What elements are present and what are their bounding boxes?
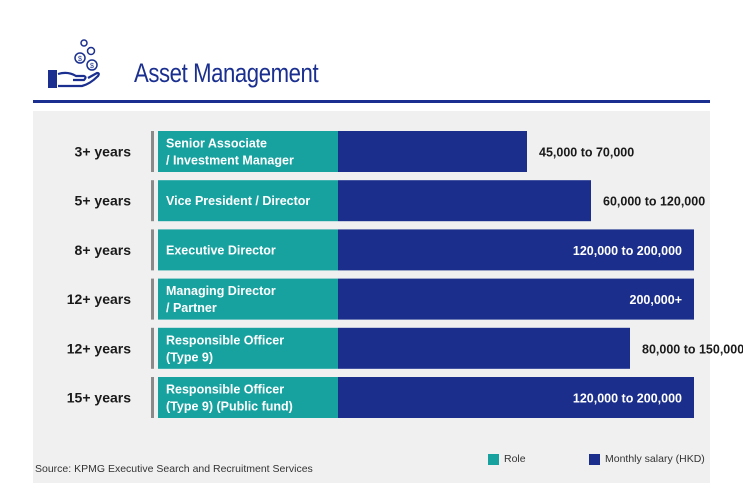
role-bar xyxy=(158,180,338,222)
legend-role-label: Role xyxy=(504,453,526,465)
legend-salary-swatch xyxy=(589,453,600,465)
svg-text:$: $ xyxy=(78,56,82,63)
experience-label: 12+ years xyxy=(67,340,131,356)
salary-bar xyxy=(338,327,630,369)
legend-salary: Monthly salary (HKD) xyxy=(589,453,705,465)
experience-label: 3+ years xyxy=(75,144,132,160)
salary-bar xyxy=(338,377,694,418)
row-marker xyxy=(151,278,154,320)
legend-role: Role xyxy=(488,453,526,465)
role-bar xyxy=(158,131,338,172)
role-label: Managing Director xyxy=(166,284,276,298)
salary-label: 200,000+ xyxy=(630,293,682,307)
page-title: Asset Management xyxy=(134,58,319,88)
row-marker xyxy=(151,180,154,222)
salary-label: 60,000 to 120,000 xyxy=(603,195,705,209)
salary-label: 120,000 to 200,000 xyxy=(573,244,682,258)
salary-label: 80,000 to 150,000 xyxy=(642,342,743,356)
salary-label: 45,000 to 70,000 xyxy=(539,146,634,160)
salary-label: 120,000 to 200,000 xyxy=(573,392,682,406)
legend-salary-label: Monthly salary (HKD) xyxy=(605,453,705,465)
source-note: Source: KPMG Executive Search and Recrui… xyxy=(35,463,313,475)
role-bar xyxy=(158,327,338,369)
role-label: Executive Director xyxy=(166,243,276,257)
row-marker xyxy=(151,377,154,418)
role-label: / Partner xyxy=(166,301,217,315)
role-label: Responsible Officer xyxy=(166,383,284,397)
role-label: Vice President / Director xyxy=(166,194,310,208)
role-label: (Type 9) (Public fund) xyxy=(166,400,293,414)
salary-bar xyxy=(338,229,694,271)
role-label: / Investment Manager xyxy=(166,154,294,168)
role-bar xyxy=(158,229,338,271)
role-label: Responsible Officer xyxy=(166,333,284,347)
salary-bar xyxy=(338,131,527,172)
experience-label: 12+ years xyxy=(67,291,131,307)
svg-text:$: $ xyxy=(90,63,94,70)
role-label: Senior Associate xyxy=(166,137,267,151)
salary-bar xyxy=(338,278,694,320)
experience-label: 15+ years xyxy=(67,390,131,406)
row-marker xyxy=(151,229,154,271)
experience-label: 5+ years xyxy=(75,193,132,209)
role-bar xyxy=(158,377,338,418)
money-hand-icon: $ $ xyxy=(48,39,100,88)
legend-role-swatch xyxy=(488,453,499,465)
row-marker xyxy=(151,131,154,172)
title-rule xyxy=(33,100,710,103)
salary-bar xyxy=(338,180,591,222)
role-bar xyxy=(158,278,338,320)
row-marker xyxy=(151,327,154,369)
role-label: (Type 9) xyxy=(166,350,213,364)
experience-label: 8+ years xyxy=(75,242,132,258)
